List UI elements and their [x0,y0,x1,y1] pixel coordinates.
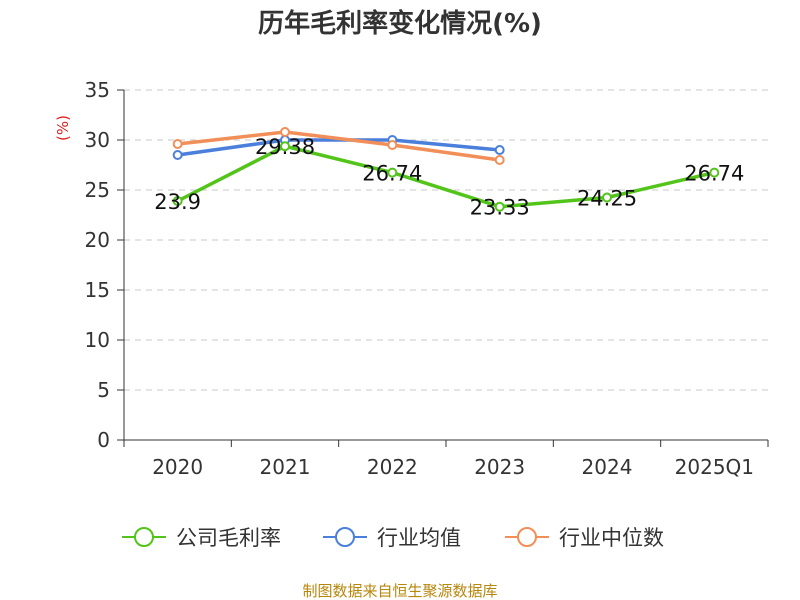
legend-marker [517,527,537,547]
legend-label: 公司毛利率 [176,526,281,550]
y-tick-label: 20 [85,228,110,252]
y-tick-label: 25 [85,178,110,202]
series-lines [172,127,720,212]
source-note: 制图数据来自恒生聚源数据库 [302,582,497,600]
data-label: 23.9 [154,190,201,214]
data-label: 23.33 [470,196,530,220]
y-tick-label: 15 [85,278,110,302]
x-tick-label: 2024 [582,455,633,479]
legend[interactable]: 公司毛利率 行业均值 行业中位数 [122,526,664,550]
legend-marker [335,527,355,547]
y-tick-label: 0 [97,428,110,452]
data-point [602,192,612,203]
data-point [387,140,398,150]
data-point [280,141,290,152]
x-tick-label: 2021 [260,455,311,479]
y-tick-label: 30 [85,128,110,152]
data-point [387,167,398,178]
data-point [172,139,183,149]
chart-title: 历年毛利率变化情况(%) [258,8,542,39]
grid-lines [124,89,768,391]
data-label: 26.74 [684,162,744,186]
data-label: 26.74 [362,162,422,186]
data-labels: 23.9 29.38 26.74 23.33 24.25 26.74 [154,135,744,220]
x-tick-label: 2025Q1 [675,455,754,479]
y-tick-label: 5 [97,378,110,402]
axes: 0 5 10 15 20 25 30 35 2020 2021 2022 2023 2024 2025Q1 [85,78,769,479]
x-tick-label: 2023 [474,455,525,479]
data-point [172,196,183,206]
series-line [177,130,500,162]
legend-label: 行业均值 [377,526,461,550]
x-tick-label: 2020 [152,455,203,479]
data-point [709,167,720,178]
data-point [494,155,505,165]
data-point [494,145,505,155]
data-point [280,127,290,137]
data-point [494,201,505,212]
data-label: 24.25 [577,187,637,211]
data-label: 29.38 [255,135,315,159]
y-tick-label: 35 [85,78,110,102]
legend-marker [134,527,154,547]
y-tick-label: 10 [85,328,110,352]
legend-label: 行业中位数 [559,526,664,550]
y-axis-label: (%) [54,115,72,141]
x-tick-label: 2022 [367,455,418,479]
series-line [176,144,715,209]
data-point [172,150,183,160]
